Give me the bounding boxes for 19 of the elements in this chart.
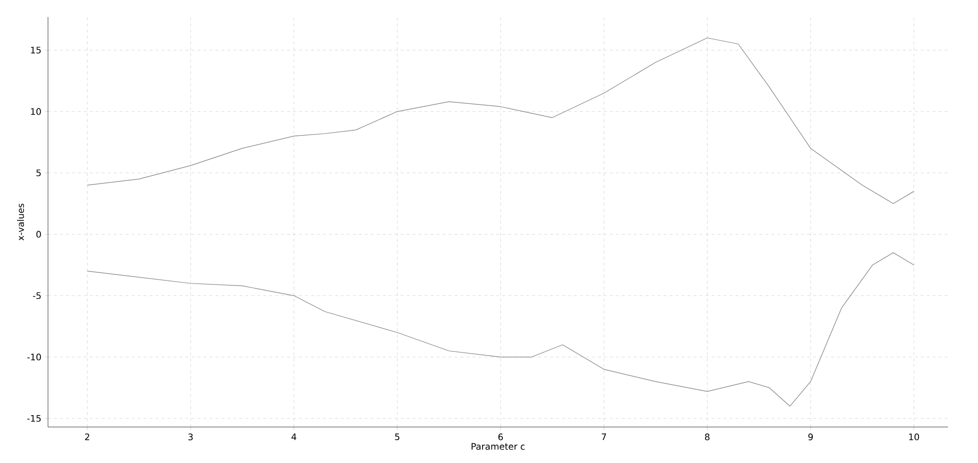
x-tick-label: 8 xyxy=(705,434,710,440)
y-axis-title: x-values xyxy=(17,204,24,240)
x-tick-label: 7 xyxy=(602,434,606,440)
y-tick-label: 5 xyxy=(36,170,41,176)
x-tick-label: 4 xyxy=(292,434,296,440)
x-tick-label: 2 xyxy=(85,434,90,440)
y-tick-label: 10 xyxy=(31,108,41,115)
y-tick-label: 0 xyxy=(36,230,41,238)
x-tick-label: 5 xyxy=(395,434,400,440)
x-tick-label: 10 xyxy=(909,434,920,440)
y-tick-label: 15 xyxy=(31,46,41,54)
x-tick-label: 9 xyxy=(808,434,813,440)
line-series xyxy=(86,38,914,204)
y-tick-label: -10 xyxy=(27,354,41,360)
x-tick-label: 6 xyxy=(498,434,503,440)
y-tick-label: -15 xyxy=(27,415,41,422)
y-tick-label: -5 xyxy=(32,292,41,299)
x-axis-title: Parameter c xyxy=(472,443,525,450)
x-tick-label: 3 xyxy=(188,434,193,440)
